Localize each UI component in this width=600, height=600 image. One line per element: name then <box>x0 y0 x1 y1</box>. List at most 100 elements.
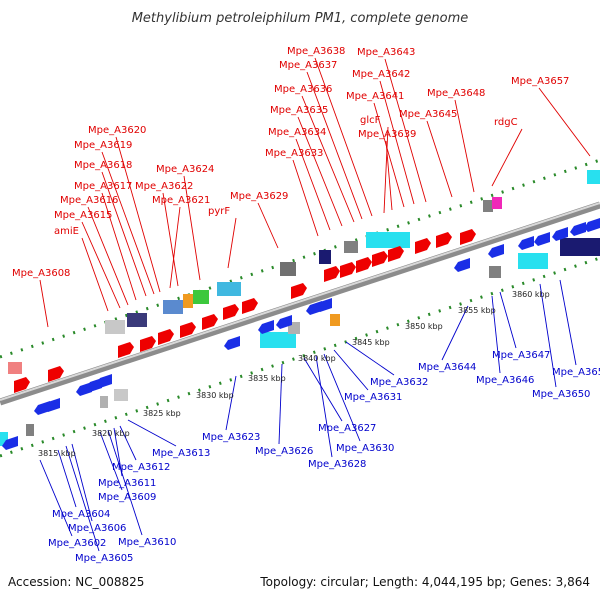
forward-gene-label: Mpe_A3629 <box>230 191 288 202</box>
reverse-leader-line <box>441 305 469 361</box>
reverse-leader-line <box>499 291 517 349</box>
reverse-gene-arrow <box>584 218 600 232</box>
forward-leader-line <box>383 126 389 214</box>
reverse-leader-line <box>65 445 100 552</box>
forward-feature-blocks <box>8 170 600 374</box>
forward-gene-arrow <box>140 336 156 352</box>
forward-gene-label: Mpe_A3639 <box>358 129 416 140</box>
scale-label: 3860 kbp <box>512 290 550 299</box>
forward-gene-arrow <box>356 257 372 273</box>
scale-label: 3830 kbp <box>196 391 234 400</box>
forward-leader-line <box>183 175 201 281</box>
forward-gene-label: Mpe_A3641 <box>346 91 404 102</box>
forward-gene-label: Mpe_A3615 <box>54 210 112 221</box>
map-title: Methylibium petroleiphilum PM1, complete… <box>132 11 469 26</box>
reverse-gene-arrow <box>306 301 322 315</box>
reverse-gene-label: Mpe_A3611 <box>98 478 156 489</box>
forward-leader-line <box>101 171 147 297</box>
reverse-gene-label: Mpe_A3626 <box>255 446 313 457</box>
forward-gene-arrow <box>324 266 340 282</box>
forward-leader-line <box>385 140 393 211</box>
reverse-gene-arrow <box>258 320 274 334</box>
scale-label: 3815 kbp <box>38 449 76 458</box>
reverse-leader-line <box>57 449 77 508</box>
forward-leader-line <box>454 99 475 193</box>
reverse-leader-line <box>333 349 369 391</box>
forward-leader-line <box>227 217 237 269</box>
scale-label: 3820 kbp <box>92 429 130 438</box>
scale-label: 3855 kbp <box>458 306 496 315</box>
reverse-leader-line <box>559 279 577 366</box>
reverse-gene-arrow <box>224 336 240 350</box>
forward-leader-line <box>426 120 453 198</box>
forward-gene-arrow <box>180 322 196 338</box>
forward-leader-line <box>101 151 155 295</box>
forward-gene-label: rdgC <box>494 117 518 128</box>
reverse-leader-line <box>113 427 123 477</box>
reverse-gene-arrow <box>276 315 292 329</box>
reverse-gene-arrow <box>2 436 18 450</box>
forward-gene-arrow <box>48 366 64 382</box>
forward-gene-label: Mpe_A3620 <box>88 125 146 136</box>
forward-gene-label: Mpe_A3633 <box>265 148 323 159</box>
reverse-gene-arrow <box>34 401 50 415</box>
reverse-leader-line <box>278 363 283 445</box>
forward-leader-line <box>314 57 373 217</box>
reverse-gene-arrow <box>44 398 60 412</box>
forward-gene-arrow <box>14 377 30 393</box>
reverse-leader-line <box>99 431 123 491</box>
forward-leader-line <box>301 95 355 223</box>
reverse-gene-label: Mpe_A3604 <box>52 509 110 520</box>
reverse-gene-arrow <box>316 298 332 312</box>
reverse-leader-line <box>323 353 361 442</box>
scale-label: 3845 kbp <box>352 338 390 347</box>
forward-leader-line <box>39 279 49 328</box>
reverse-gene-label: Mpe_A3630 <box>336 443 394 454</box>
forward-leader-lines <box>39 57 591 328</box>
forward-leader-line <box>306 71 363 220</box>
scale-label: 3825 kbp <box>143 409 181 418</box>
reverse-gene-label: Mpe_A3647 <box>492 350 550 361</box>
reverse-gene-label: Mpe_A3632 <box>370 377 428 388</box>
reverse-gene-label: Mpe_A3609 <box>98 492 156 503</box>
forward-gene-arrow <box>158 329 174 345</box>
scale-label: 3840 kbp <box>298 354 336 363</box>
forward-leader-line <box>384 58 427 203</box>
forward-gene-arrow <box>415 238 431 254</box>
genome-backbone-highlight <box>0 202 600 401</box>
forward-gene-label: Mpe_A3636 <box>274 84 332 95</box>
reverse-leader-line <box>71 443 93 522</box>
forward-leader-line <box>292 159 319 237</box>
reverse-gene-label: Mpe_A3650 <box>532 389 590 400</box>
reverse-leader-line <box>345 341 395 376</box>
reverse-gene-label: Mpe_A3602 <box>48 538 106 549</box>
reverse-gene-arrow <box>552 227 568 241</box>
forward-gene-arrow <box>223 304 239 320</box>
forward-leader-line <box>115 136 161 293</box>
forward-gene-arrow <box>291 283 307 299</box>
reverse-gene-label: Mpe_A3628 <box>308 459 366 470</box>
forward-leader-line <box>373 102 405 208</box>
forward-gene-label: Mpe_A3621 <box>152 195 210 206</box>
reverse-gene-label: Mpe_A3646 <box>476 375 534 386</box>
reverse-leader-line <box>107 429 143 536</box>
forward-gene-label: Mpe_A3648 <box>427 88 485 99</box>
reverse-gene-arrow <box>570 222 586 236</box>
reverse-gene-label: Mpe_A3623 <box>202 432 260 443</box>
forward-gene-arrow <box>460 229 476 245</box>
reverse-gene-arrows <box>2 218 600 450</box>
reverse-leader-line <box>315 355 333 458</box>
forward-leader-line <box>81 221 121 309</box>
forward-gene-label: Mpe_A3618 <box>74 160 132 171</box>
reverse-gene-labels: Mpe_A3602 Mpe_A3604 Mpe_A3605 Mpe_A3606 Mpe_… <box>48 350 600 564</box>
forward-leader-line <box>491 128 523 187</box>
forward-leader-line <box>87 206 129 306</box>
forward-leader-line <box>162 192 179 287</box>
reverse-feature-blocks <box>0 238 600 446</box>
forward-leader-line <box>81 237 109 312</box>
reverse-leader-line <box>127 419 177 447</box>
forward-gene-label: Mpe_A3635 <box>270 105 328 116</box>
forward-gene-label: Mpe_A3622 <box>135 181 193 192</box>
genome-backbone <box>0 201 600 406</box>
